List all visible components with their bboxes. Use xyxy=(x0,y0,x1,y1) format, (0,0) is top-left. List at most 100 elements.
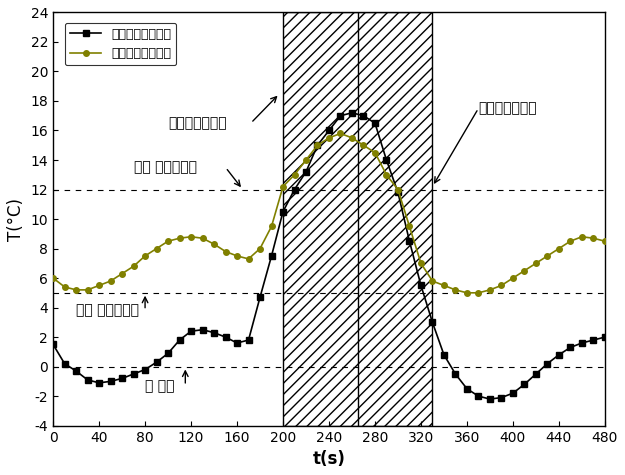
出入口无其他附件 xyxy=(521,381,528,387)
出入口无其他附件 xyxy=(199,327,206,332)
出入口设常规门帘 xyxy=(498,283,505,288)
出入口无其他附件 xyxy=(337,113,344,119)
Line: 出入口设常规门帘: 出入口设常规门帘 xyxy=(51,131,608,295)
出入口设常规门帘 xyxy=(268,224,275,229)
出入口设常规门帘 xyxy=(210,241,217,247)
出入口设常规门帘 xyxy=(567,238,574,244)
Line: 出入口无其他附件: 出入口无其他附件 xyxy=(51,110,608,402)
出入口设常规门帘 xyxy=(256,246,264,251)
出入口无其他附件 xyxy=(440,352,448,358)
出入口设常规门帘 xyxy=(118,271,126,276)
出入口无其他附件 xyxy=(291,187,298,192)
出入口设常规门帘 xyxy=(601,238,609,244)
出入口无其他附件 xyxy=(601,334,609,340)
出入口设常规门帘 xyxy=(141,253,149,259)
出入口无其他附件 xyxy=(222,334,229,340)
出入口设常规门帘 xyxy=(164,238,172,244)
出入口无其他附件 xyxy=(176,337,183,343)
Text: 下行线列车停站: 下行线列车停站 xyxy=(478,101,537,115)
出入口无其他附件 xyxy=(49,342,57,347)
出入口设常规门帘 xyxy=(474,290,482,295)
出入口设常规门帘 xyxy=(440,283,448,288)
出入口设常规门帘 xyxy=(532,260,539,266)
出入口设常规门帘 xyxy=(107,278,114,284)
出入口设常规门帘 xyxy=(199,236,206,241)
出入口无其他附件 xyxy=(279,209,287,215)
Y-axis label: T(°C): T(°C) xyxy=(7,198,25,240)
出入口无其他附件 xyxy=(256,294,264,300)
出入口无其他附件 xyxy=(153,359,161,365)
出入口无其他附件 xyxy=(245,337,252,343)
出入口设常规门帘 xyxy=(49,275,57,281)
出入口设常规门帘 xyxy=(337,131,344,136)
出入口设常规门帘 xyxy=(371,150,379,155)
出入口无其他附件 xyxy=(107,379,114,384)
出入口设常规门帘 xyxy=(245,256,252,262)
出入口无其他附件 xyxy=(382,157,390,163)
出入口设常规门帘 xyxy=(406,224,413,229)
出入口设常规门帘 xyxy=(61,284,68,290)
出入口无其他附件 xyxy=(302,169,310,175)
出入口无其他附件 xyxy=(452,371,459,377)
出入口设常规门帘 xyxy=(348,135,356,141)
出入口设常规门帘 xyxy=(291,172,298,178)
出入口无其他附件 xyxy=(233,340,241,346)
出入口设常规门帘 xyxy=(463,290,471,295)
出入口无其他附件 xyxy=(474,393,482,399)
出入口无其他附件 xyxy=(84,377,91,383)
出入口无其他附件 xyxy=(567,344,574,350)
出入口无其他附件 xyxy=(141,367,149,372)
出入口设常规门帘 xyxy=(325,135,332,141)
出入口设常规门帘 xyxy=(153,246,161,251)
出入口设常规门帘 xyxy=(188,234,195,239)
出入口无其他附件 xyxy=(418,283,425,288)
出入口无其他附件 xyxy=(130,371,138,377)
出入口设常规门帘 xyxy=(429,278,436,284)
出入口无其他附件 xyxy=(532,371,539,377)
出入口无其他附件 xyxy=(72,368,80,374)
出入口设常规门帘 xyxy=(521,268,528,274)
出入口无其他附件 xyxy=(314,142,321,148)
出入口设常规门帘 xyxy=(96,283,103,288)
出入口无其他附件 xyxy=(555,352,562,358)
Text: 设备 要求温度线: 设备 要求温度线 xyxy=(76,304,139,317)
出入口无其他附件 xyxy=(394,190,402,195)
出入口设常规门帘 xyxy=(314,142,321,148)
出入口设常规门帘 xyxy=(222,248,229,254)
出入口设常规门帘 xyxy=(394,187,402,192)
出入口设常规门帘 xyxy=(486,287,494,293)
出入口无其他附件 xyxy=(544,361,551,367)
出入口无其他附件 xyxy=(96,380,103,386)
出入口设常规门帘 xyxy=(452,287,459,293)
出入口设常规门帘 xyxy=(544,253,551,259)
出入口无其他附件 xyxy=(486,396,494,402)
X-axis label: t(s): t(s) xyxy=(312,450,346,468)
出入口设常规门帘 xyxy=(84,287,91,293)
Text: 规范 要求温度线: 规范 要求温度线 xyxy=(134,161,197,174)
出入口设常规门帘 xyxy=(233,253,241,259)
出入口无其他附件 xyxy=(429,320,436,325)
出入口无其他附件 xyxy=(360,113,368,119)
出入口无其他附件 xyxy=(589,337,597,343)
出入口设常规门帘 xyxy=(302,157,310,163)
出入口无其他附件 xyxy=(463,386,471,391)
出入口无其他附件 xyxy=(325,128,332,133)
Text: 冰 冻线: 冰 冻线 xyxy=(145,379,174,393)
出入口设常规门帘 xyxy=(578,234,586,239)
出入口无其他附件 xyxy=(188,328,195,334)
Legend: 出入口无其他附件, 出入口设常规门帘: 出入口无其他附件, 出入口设常规门帘 xyxy=(65,23,176,65)
出入口无其他附件 xyxy=(210,330,217,335)
出入口无其他附件 xyxy=(406,238,413,244)
出入口无其他附件 xyxy=(164,351,172,356)
出入口无其他附件 xyxy=(498,395,505,400)
出入口设常规门帘 xyxy=(130,264,138,269)
Text: 上行线列车停站: 上行线列车停站 xyxy=(168,116,227,130)
出入口设常规门帘 xyxy=(418,260,425,266)
出入口设常规门帘 xyxy=(72,287,80,293)
出入口无其他附件 xyxy=(348,110,356,115)
出入口设常规门帘 xyxy=(555,246,562,251)
出入口设常规门帘 xyxy=(589,236,597,241)
出入口设常规门帘 xyxy=(509,275,517,281)
出入口无其他附件 xyxy=(509,390,517,396)
出入口设常规门帘 xyxy=(176,236,183,241)
